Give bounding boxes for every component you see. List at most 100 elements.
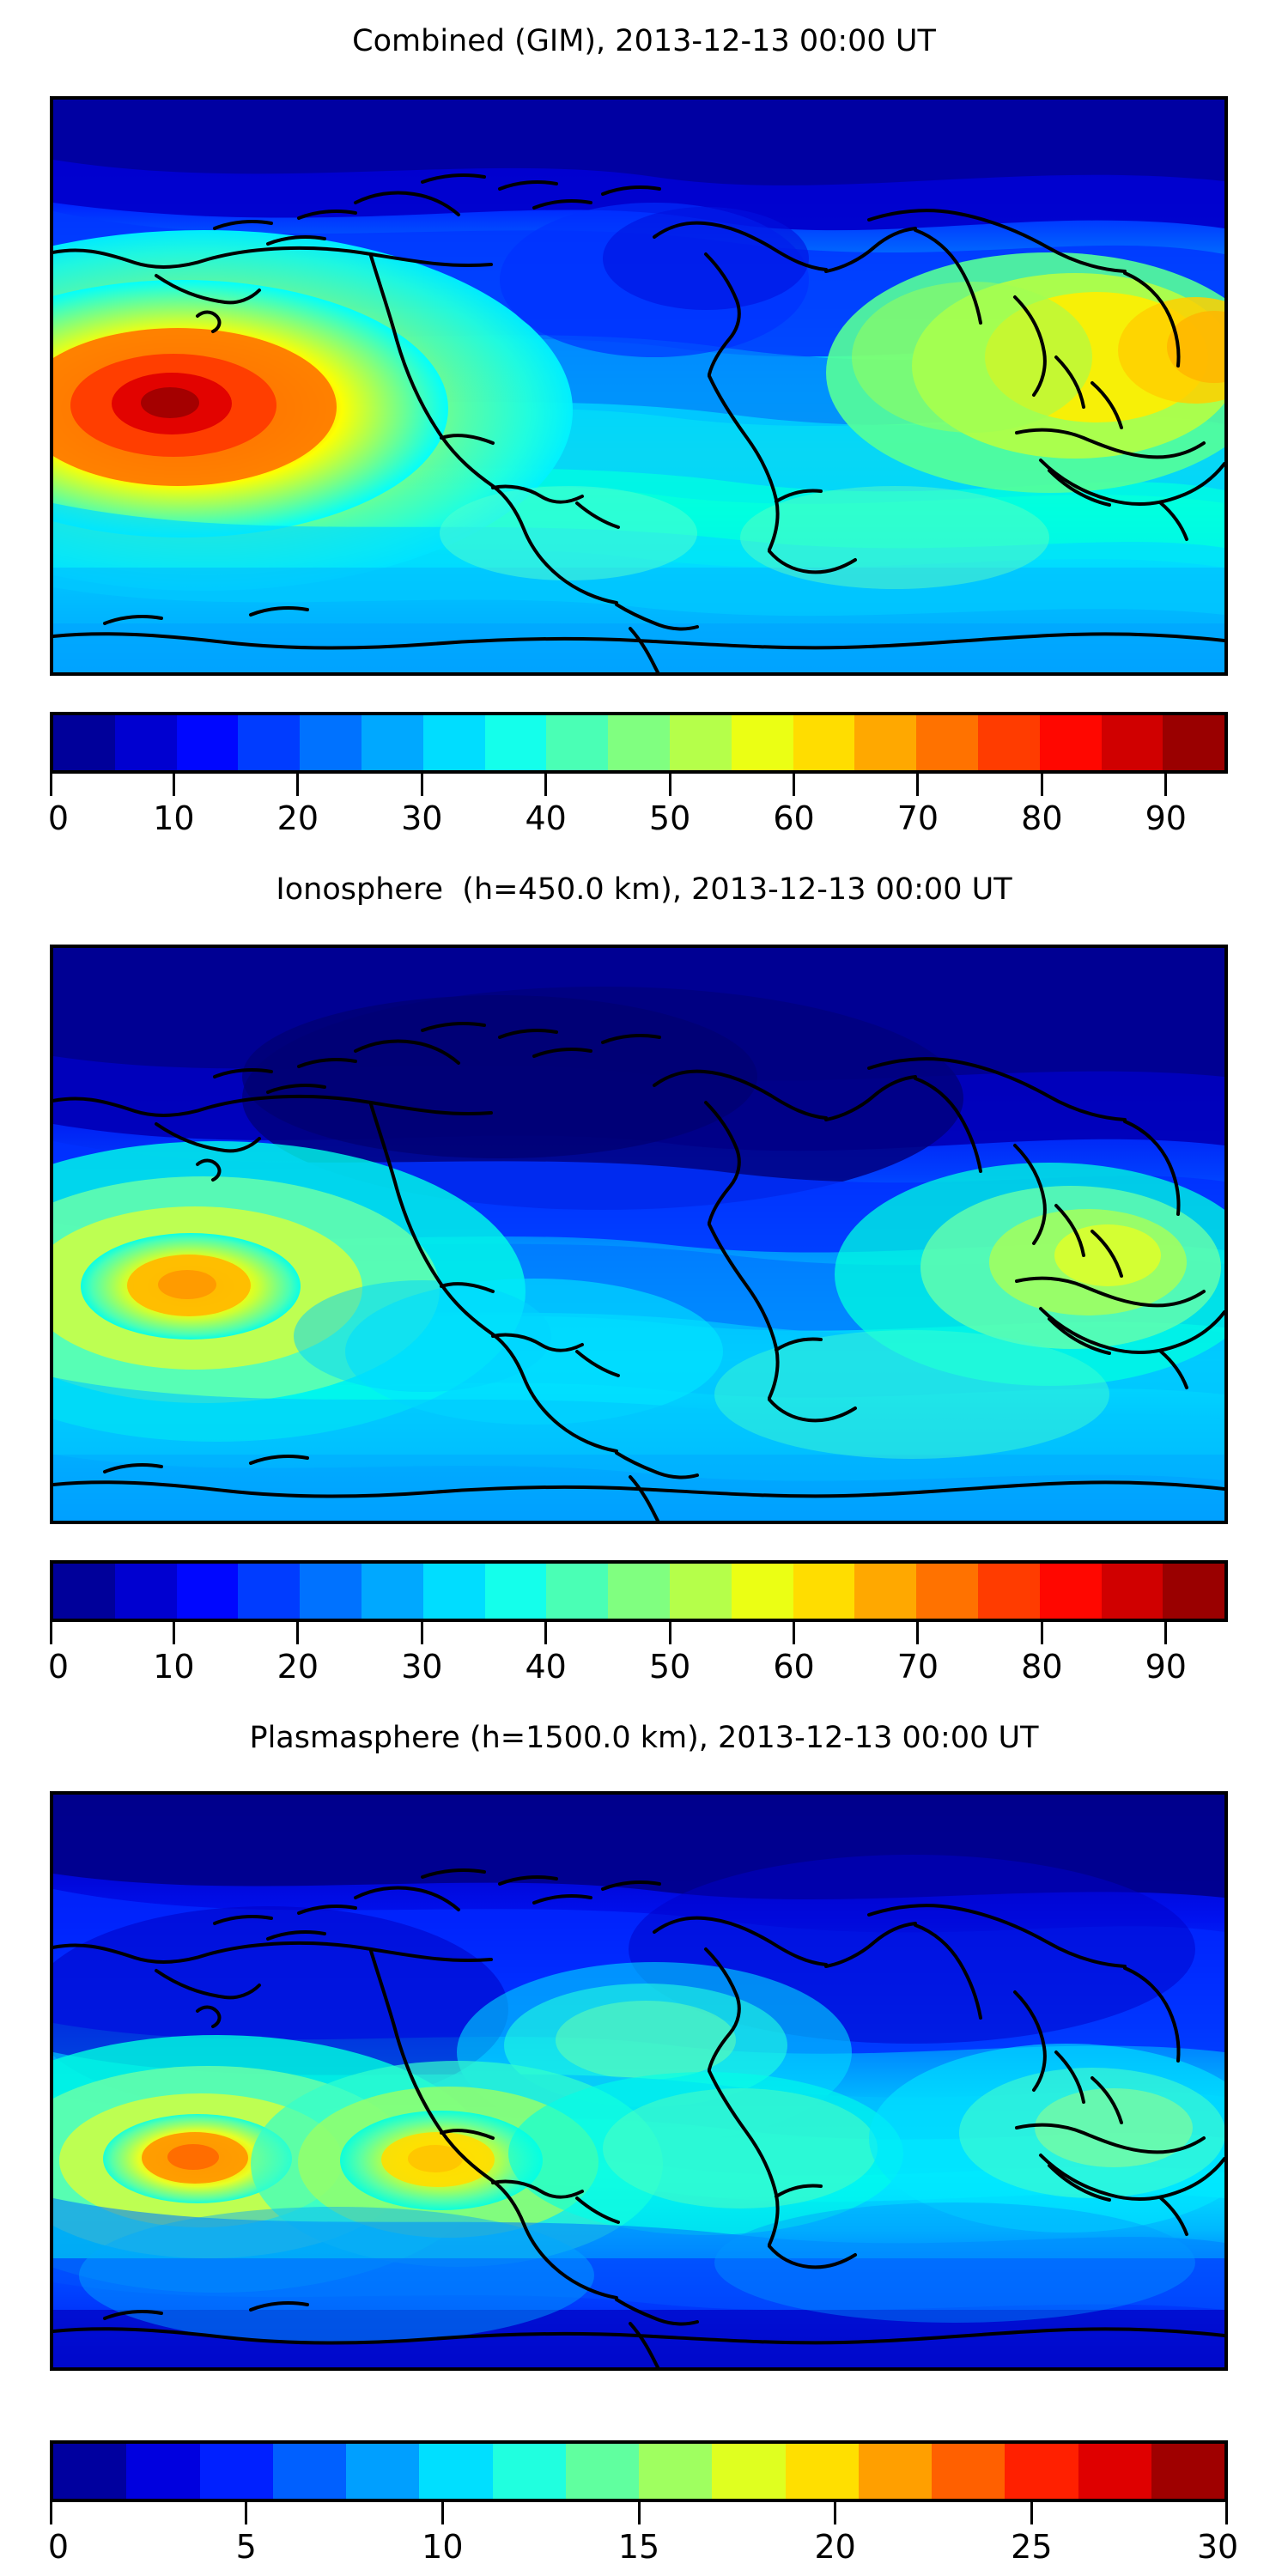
colorbar-band <box>977 1564 1040 1619</box>
colorbar-tick <box>172 1622 175 1644</box>
colorbar-tick <box>544 1622 548 1644</box>
colorbar-tick-label: 90 <box>1145 799 1187 837</box>
colorbar-plasmasphere: 0 5 10 15 20 25 30 <box>47 2440 1238 2573</box>
colorbar-combined-gim: 0 10 20 30 40 50 60 70 80 90 <box>47 712 1228 844</box>
colorbar-tick <box>1225 2502 1228 2524</box>
colorbar-tick <box>916 774 920 796</box>
colorbar-tick-label: 70 <box>896 1648 939 1686</box>
colorbar-band <box>300 1564 361 1619</box>
colorbar-tick-label: 0 <box>47 799 70 837</box>
colorbar-tick <box>420 1622 423 1644</box>
colorbar-band <box>114 1564 177 1619</box>
colorbar-tick-label: 50 <box>648 1648 691 1686</box>
colorbar-tick-label: 80 <box>1021 799 1063 837</box>
colorbar-tick <box>916 1622 920 1644</box>
colorbar-tick-label: 5 <box>235 2528 257 2566</box>
colorbar-tick <box>245 2502 248 2524</box>
colorbar-gradient-ionosphere <box>50 1560 1228 1622</box>
colorbar-band <box>977 715 1040 770</box>
colorbar-tick-label: 80 <box>1021 1648 1063 1686</box>
colorbar-tick <box>50 774 52 796</box>
panel-ionosphere: Ionosphere (h=450.0 km), 2013-12-13 00:0… <box>0 848 1288 1716</box>
colorbar-tick <box>1164 774 1168 796</box>
colorbar-band <box>238 1564 301 1619</box>
colorbar-tick-label: 90 <box>1145 1648 1187 1686</box>
colorbar-tick <box>793 774 796 796</box>
colorbar-tick-label: 20 <box>814 2528 856 2566</box>
colorbar-tick-label: 40 <box>525 799 567 837</box>
colorbar-band <box>238 715 301 770</box>
colorbar-tick <box>544 774 548 796</box>
colorbar-tick-label: 10 <box>422 2528 464 2566</box>
colorbar-band <box>785 2444 859 2499</box>
colorbar-band <box>1151 2444 1224 2499</box>
colorbar-band <box>858 2444 932 2499</box>
colorbar-tick <box>793 1622 796 1644</box>
colorbar-band <box>1163 1564 1224 1619</box>
colorbar-band <box>793 715 855 770</box>
colorbar-tick <box>420 774 423 796</box>
colorbar-tick-label: 15 <box>617 2528 660 2566</box>
colorbar-tick <box>50 2502 52 2524</box>
colorbar-band <box>484 1564 547 1619</box>
colorbar-band <box>1101 1564 1163 1619</box>
colorbar-gradient-combined-gim <box>50 712 1228 774</box>
colorbar-band <box>346 2444 420 2499</box>
colorbar-band <box>272 2444 346 2499</box>
colorbar-tick <box>1030 2502 1033 2524</box>
colorbar-band <box>492 2444 566 2499</box>
colorbar-ticks-plasmasphere <box>50 2502 1228 2528</box>
panel-combined-gim: Combined (GIM), 2013-12-13 00:00 UT <box>0 0 1288 867</box>
colorbar-tick <box>834 2502 837 2524</box>
colorbar-tick-label: 40 <box>525 1648 567 1686</box>
colorbar-tick-label: 0 <box>47 2528 70 2566</box>
panel-title-plasmasphere: Plasmasphere (h=1500.0 km), 2013-12-13 0… <box>249 1721 1039 1755</box>
colorbar-band <box>854 1564 917 1619</box>
colorbar-band <box>932 2444 1005 2499</box>
colorbar-ionosphere: 0 10 20 30 40 50 60 70 80 90 <box>47 1560 1228 1692</box>
colorbar-band <box>419 2444 493 2499</box>
colorbar-labels-combined-gim: 0 10 20 30 40 50 60 70 80 90 <box>47 799 1228 844</box>
colorbar-tick-label: 60 <box>773 1648 815 1686</box>
colorbar-tick-label: 70 <box>896 799 939 837</box>
colorbar-band <box>53 715 115 770</box>
coastlines <box>53 1022 1224 1521</box>
colorbar-band <box>126 2444 200 2499</box>
colorbar-band <box>854 715 917 770</box>
colorbar-band <box>669 715 732 770</box>
colorbar-band <box>639 2444 713 2499</box>
colorbar-band <box>422 1564 485 1619</box>
colorbar-tick <box>668 774 671 796</box>
colorbar-tick <box>668 1622 671 1644</box>
colorbar-band <box>422 715 485 770</box>
colorbar-tick <box>172 774 175 796</box>
colorbar-tick-label: 20 <box>276 799 319 837</box>
colorbar-ticks-ionosphere <box>50 1622 1228 1648</box>
colorbar-band <box>608 1564 670 1619</box>
colorbar-tick <box>50 1622 52 1644</box>
colorbar-band <box>1039 715 1102 770</box>
panel-title-combined-gim: Combined (GIM), 2013-12-13 00:00 UT <box>352 24 936 58</box>
coastlines <box>53 173 1224 672</box>
map-plasmasphere <box>50 1791 1228 2371</box>
colorbar-tick <box>1040 774 1043 796</box>
map-combined-gim <box>50 96 1228 676</box>
colorbar-band <box>712 2444 786 2499</box>
colorbar-tick-label: 0 <box>47 1648 70 1686</box>
colorbar-band <box>114 715 177 770</box>
colorbar-tick-label: 60 <box>773 799 815 837</box>
colorbar-tick-label: 10 <box>153 799 195 837</box>
colorbar-tick <box>1040 1622 1043 1644</box>
colorbar-band <box>731 715 793 770</box>
colorbar-band <box>1005 2444 1078 2499</box>
colorbar-band <box>916 715 978 770</box>
colorbar-band <box>916 1564 978 1619</box>
colorbar-band <box>731 1564 793 1619</box>
panel-title-ionosphere: Ionosphere (h=450.0 km), 2013-12-13 00:0… <box>276 872 1012 907</box>
colorbar-tick-label: 30 <box>401 799 443 837</box>
colorbar-band <box>793 1564 855 1619</box>
coastlines <box>53 1868 1224 2367</box>
colorbar-band <box>176 1564 239 1619</box>
colorbar-band <box>669 1564 732 1619</box>
colorbar-tick <box>296 1622 300 1644</box>
